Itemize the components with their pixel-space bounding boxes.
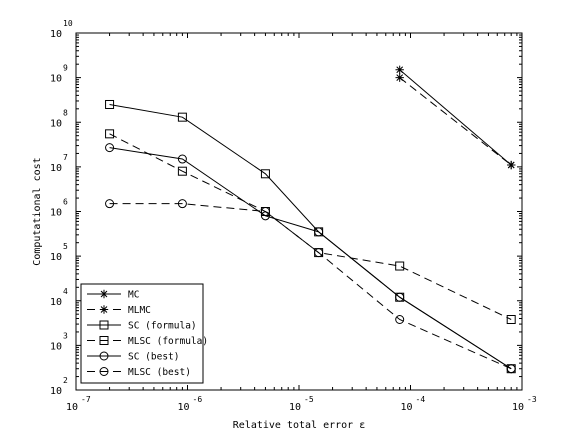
series-line bbox=[109, 147, 512, 370]
data-point bbox=[314, 227, 324, 237]
series-line bbox=[399, 69, 512, 166]
y-tick-exponent: 8 bbox=[63, 108, 68, 117]
series-layer bbox=[105, 65, 516, 374]
x-tick-exponent: -5 bbox=[304, 395, 314, 404]
y-tick-label: 10 bbox=[50, 341, 62, 352]
x-tick-exponent: -7 bbox=[81, 395, 91, 404]
data-point bbox=[177, 154, 187, 164]
data-point bbox=[105, 199, 115, 209]
data-point bbox=[177, 166, 187, 176]
y-axis-label: Computational cost bbox=[32, 157, 43, 265]
data-point bbox=[314, 248, 324, 258]
y-tick-label: 10 bbox=[50, 297, 62, 308]
legend-label: SC (formula) bbox=[128, 321, 197, 332]
series-line bbox=[109, 203, 512, 370]
legend-box bbox=[80, 283, 204, 384]
series-line bbox=[399, 77, 512, 166]
legend-label: MC bbox=[128, 290, 139, 301]
series-1 bbox=[395, 73, 516, 170]
y-tick-label: 10 bbox=[50, 29, 62, 40]
y-tick-exponent: 10 bbox=[63, 19, 73, 28]
x-tick-label: 10 bbox=[177, 402, 189, 413]
data-point bbox=[395, 315, 405, 325]
y-tick-exponent: 3 bbox=[63, 331, 68, 340]
y-tick-label: 10 bbox=[50, 208, 62, 219]
data-point bbox=[260, 207, 270, 216]
y-tick-label: 10 bbox=[50, 74, 62, 85]
y-tick-label: 10 bbox=[50, 252, 62, 263]
x-tick-label: 10 bbox=[66, 402, 78, 413]
y-tick-label: 10 bbox=[50, 386, 62, 397]
data-point bbox=[506, 315, 516, 325]
legend-label: MLSC (formula) bbox=[128, 336, 208, 347]
x-tick-exponent: -4 bbox=[416, 395, 426, 404]
x-tick-exponent: -3 bbox=[527, 395, 537, 404]
data-point bbox=[105, 99, 115, 109]
y-tick-exponent: 2 bbox=[63, 376, 68, 385]
legend-label: SC (best) bbox=[128, 352, 179, 363]
data-point bbox=[506, 364, 516, 374]
data-point bbox=[506, 160, 516, 170]
data-point bbox=[395, 292, 405, 302]
x-tick-label: 10 bbox=[289, 402, 301, 413]
tick-layer: 10-710-610-510-410-310210310410510610710… bbox=[50, 19, 537, 413]
data-point bbox=[395, 65, 404, 74]
y-tick-exponent: 5 bbox=[63, 242, 68, 251]
legend: MC MLMC SC (formula) MLSC (formula) SC (best… bbox=[80, 283, 208, 384]
x-axis-label: Relative total error ε bbox=[233, 420, 365, 431]
y-tick-exponent: 9 bbox=[63, 64, 68, 73]
data-point bbox=[105, 129, 115, 139]
data-point bbox=[260, 169, 270, 179]
data-point bbox=[105, 143, 115, 153]
legend-marker bbox=[99, 336, 109, 345]
legend-label: MLMC bbox=[128, 305, 151, 316]
y-tick-exponent: 6 bbox=[63, 198, 68, 207]
y-tick-exponent: 7 bbox=[63, 153, 68, 162]
legend-marker bbox=[99, 305, 109, 314]
data-point bbox=[395, 73, 404, 82]
y-tick-exponent: 4 bbox=[63, 287, 68, 296]
data-point bbox=[177, 199, 187, 209]
x-tick-exponent: -6 bbox=[193, 395, 203, 404]
series-line bbox=[109, 133, 512, 320]
x-tick-label: 10 bbox=[512, 402, 524, 413]
y-tick-label: 10 bbox=[50, 163, 62, 174]
y-tick-label: 10 bbox=[50, 118, 62, 129]
series-5 bbox=[105, 199, 516, 374]
legend-marker bbox=[99, 320, 109, 330]
legend-marker bbox=[99, 351, 109, 361]
x-tick-label: 10 bbox=[400, 402, 412, 413]
legend-marker bbox=[99, 289, 109, 299]
data-point bbox=[395, 261, 405, 271]
data-point bbox=[177, 112, 187, 122]
legend-marker bbox=[99, 367, 109, 376]
legend-label: MLSC (best) bbox=[128, 367, 191, 378]
